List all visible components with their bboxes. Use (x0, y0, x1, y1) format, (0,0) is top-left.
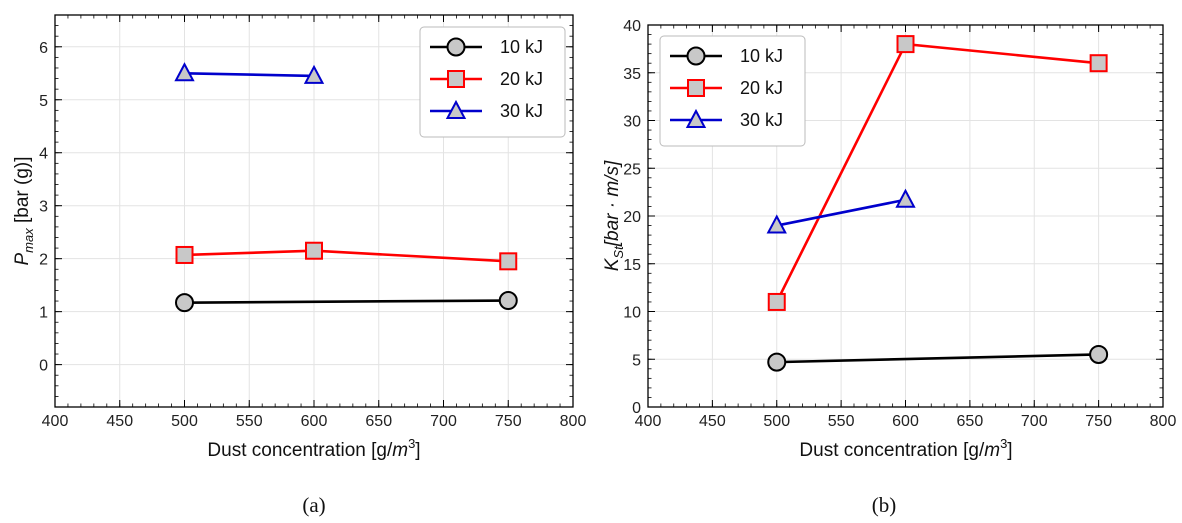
x-tick-label-a-2: 500 (171, 413, 198, 430)
series-line-b-0 (776, 353, 1099, 364)
chart-panel-b: 400 450 500 550 600 650 700 750 800 0 5 10 15 20 25 30 3… (602, 18, 1176, 517)
y-axis-label-a: Pmax [bar (g)] (12, 156, 36, 265)
data-point-b-2-0 (766, 214, 787, 234)
legend-label-a-1: 20 kJ (500, 69, 543, 89)
x-tick-label-b-1: 450 (699, 413, 726, 430)
x-tick-label-a-1: 450 (106, 413, 133, 430)
x-tick-label-b-6: 700 (1021, 413, 1048, 430)
x-axis-label-a-text: Dust concentration [g/ (207, 440, 393, 461)
y-tick-label-b-1: 5 (632, 352, 641, 369)
x-tick-label-b-8: 800 (1150, 413, 1177, 430)
y-tick-label-b-5: 25 (623, 161, 641, 178)
x-tick-label-b-0: 400 (635, 413, 662, 430)
y-tick-label-a-0: 0 (39, 358, 48, 375)
y-tick-label-a-5: 5 (39, 93, 48, 110)
y-tick-label-a-6: 6 (39, 40, 48, 57)
x-tick-label-b-5: 650 (957, 413, 984, 430)
legend-marker-b-1 (687, 79, 705, 97)
series-line-a-2 (184, 71, 315, 78)
data-point-b-2-1 (895, 188, 916, 208)
legend-marker-b-2 (685, 108, 707, 128)
x-tick-label-a-0: 400 (42, 413, 69, 430)
x-tick-label-a-5: 650 (365, 413, 392, 430)
legend-label-b-1: 20 kJ (740, 78, 783, 98)
legend-label-a-0: 10 kJ (500, 37, 543, 57)
x-tick-label-b-2: 500 (763, 413, 790, 430)
y-tick-label-b-7: 35 (623, 66, 641, 83)
series-line-a-0 (184, 299, 509, 304)
x-axis-label-a: Dust concentration [g/m3] (207, 436, 420, 461)
y-tick-label-a-4: 4 (39, 146, 48, 163)
legend-box-a (419, 26, 566, 138)
legend-label-a-2: 30 kJ (500, 101, 543, 121)
x-axis-label-b: Dust concentration [g/m3] (799, 436, 1012, 461)
legend-marker-a-0 (446, 37, 466, 57)
data-point-a-0-1 (498, 291, 518, 311)
y-tick-label-a-3: 3 (39, 199, 48, 216)
data-point-a-2-0 (174, 62, 195, 82)
data-point-a-2-1 (303, 64, 325, 84)
data-point-a-1-0 (175, 245, 194, 264)
legend-marker-a-2 (445, 99, 467, 119)
caption-b: (b) (872, 493, 897, 517)
legend-box-b (659, 35, 806, 147)
y-tick-label-b-8: 40 (623, 18, 641, 35)
data-point-a-1-1 (305, 241, 323, 260)
x-tick-label-a-7: 750 (495, 413, 522, 430)
data-point-b-0-0 (767, 352, 787, 372)
y-tick-label-b-2: 10 (623, 305, 641, 322)
y-tick-label-b-0: 0 (632, 400, 641, 417)
data-point-b-1-2 (1089, 54, 1108, 73)
x-tick-label-b-7: 750 (1085, 413, 1112, 430)
y-tick-label-b-3: 15 (623, 257, 641, 274)
data-point-a-1-2 (499, 252, 518, 271)
caption-a: (a) (302, 493, 325, 517)
data-point-b-1-0 (767, 292, 786, 311)
x-tick-label-b-4: 600 (892, 413, 919, 430)
series-line-a-1 (184, 249, 509, 263)
y-tick-label-b-6: 30 (623, 114, 641, 131)
legend-label-b-2: 30 kJ (740, 110, 783, 130)
legend-label-b-0: 10 kJ (740, 46, 783, 66)
y-axis-label-b: KSt[bar · m/s] (602, 160, 626, 271)
data-point-b-0-1 (1089, 344, 1109, 364)
y-tick-label-a-1: 1 (39, 305, 48, 322)
x-tick-label-a-3: 550 (236, 413, 263, 430)
series-line-b-2 (776, 198, 906, 227)
chart-panel-a: 400 450 500 550 600 650 700 750 800 0 1 2 3 4 5 6 10 kJ… (12, 14, 587, 517)
legend-marker-a-1 (447, 70, 465, 88)
x-tick-label-a-8: 800 (560, 413, 587, 430)
x-tick-label-a-6: 700 (430, 413, 457, 430)
data-point-a-0-0 (175, 293, 194, 313)
legend-marker-b-0 (686, 46, 706, 66)
x-tick-label-b-3: 550 (828, 413, 855, 430)
x-tick-label-a-4: 600 (301, 413, 328, 430)
y-tick-label-b-4: 20 (623, 209, 641, 226)
data-point-b-1-1 (896, 35, 915, 54)
y-tick-label-a-2: 2 (39, 252, 48, 269)
